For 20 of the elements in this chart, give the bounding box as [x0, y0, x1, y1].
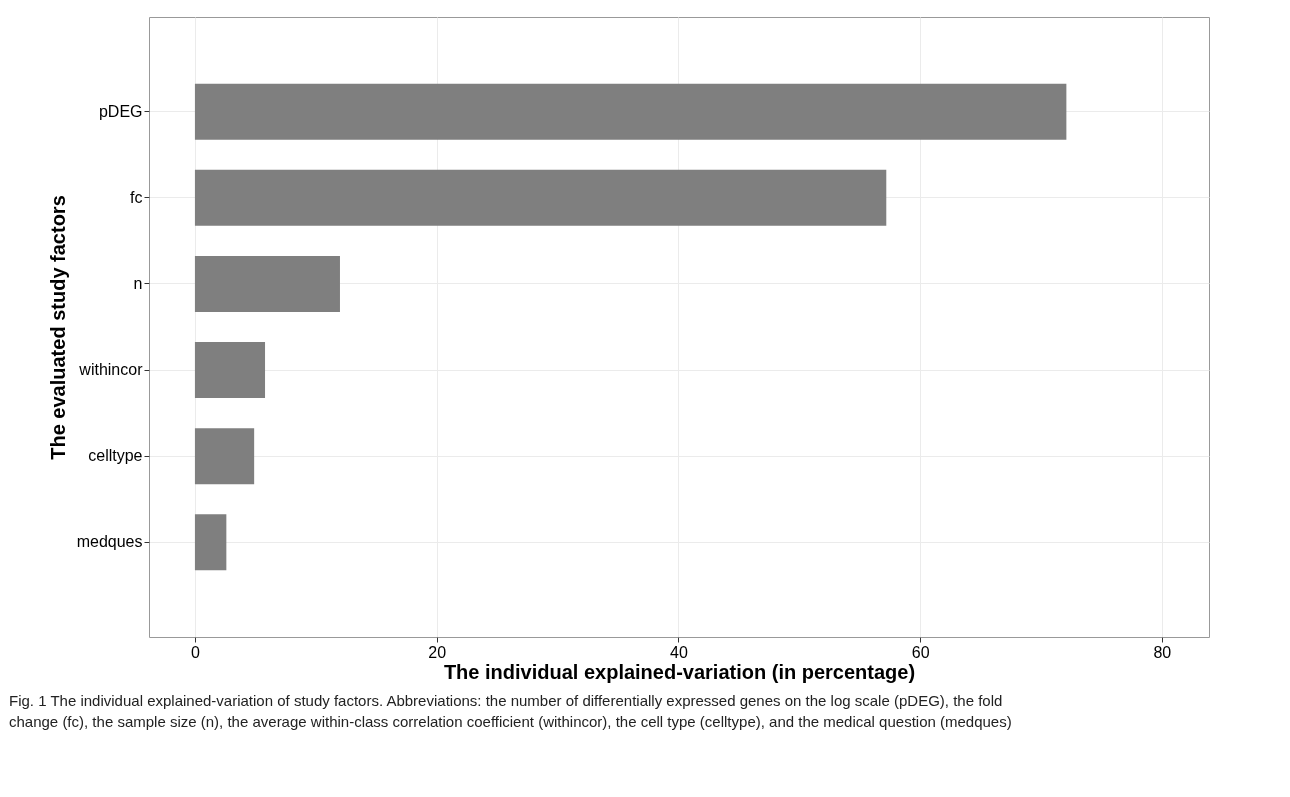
x-axis-title: The individual explained-variation (in percentage): [443, 660, 916, 683]
x-tick-label: 20: [428, 643, 447, 661]
bar: [194, 428, 255, 485]
x-tick-label: 80: [1153, 643, 1172, 661]
y-tick-label: pDEG: [98, 102, 143, 120]
caption: Fig. 1 The individual explained-variation of study factors. Abbreviations: the number of differentially expressed genes on the log scale (pDEG), the fold change (fc), the sample size (n), the average within-class correlation coefficient (withincor), the cell type (celltype), and the medical question (medques): [9, 692, 1012, 730]
x-tick-label: 60: [911, 643, 930, 661]
bar: [194, 83, 1067, 140]
bar: [194, 342, 266, 399]
y-axis-title: The evaluated study factors: [46, 195, 69, 460]
y-tick-label: celltype: [88, 447, 143, 465]
y-tick-label: medques: [76, 533, 143, 551]
x-tick-label: 40: [670, 643, 688, 661]
y-tick-label: withincor: [78, 361, 144, 379]
bar: [194, 255, 340, 312]
bar: [194, 169, 887, 226]
x-tick-label: 0: [190, 643, 200, 661]
bar: [194, 514, 227, 571]
y-tick-label: n: [133, 274, 143, 292]
y-tick-label: fc: [130, 188, 143, 206]
